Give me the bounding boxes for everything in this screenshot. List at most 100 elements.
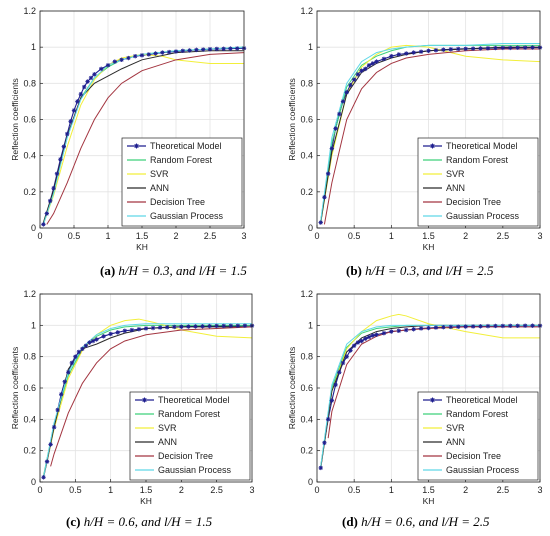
series-point-theoretical-model [396, 328, 401, 334]
series-point-theoretical-model [322, 440, 327, 446]
series-point-theoretical-model [235, 323, 241, 329]
caption-b: (b) h/H = 0.3, and l/H = 2.5 [346, 263, 494, 278]
legend: Theoretical Model Random Forest SVR ANN Deci… [417, 391, 539, 481]
series-point-theoretical-model [44, 459, 50, 464]
series-point-theoretical-model [80, 346, 85, 352]
series-point-theoretical-model [139, 53, 145, 58]
legend-label-theoretical-model: Theoretical Model [446, 141, 518, 151]
y-tick-label: 1.2 [300, 289, 313, 299]
x-tick-label: 0.5 [348, 231, 361, 241]
series-line-decision-tree [323, 48, 540, 225]
series-line-random-forest [43, 324, 252, 476]
series-point-theoretical-model [515, 323, 520, 329]
y-tick-label: 0.6 [23, 115, 36, 125]
series-point-theoretical-model [530, 323, 535, 328]
y-tick-label: 0.2 [23, 187, 36, 197]
legend-box [417, 391, 539, 481]
legend-label-decision-tree: Decision Tree [446, 197, 501, 207]
series-point-theoretical-model [214, 323, 219, 329]
series-point-theoretical-model [374, 332, 379, 337]
series-point-theoretical-model [344, 90, 349, 95]
y-tick-label: 0.6 [23, 383, 36, 393]
series-point-theoretical-model [426, 48, 431, 53]
y-tick-label: 1 [31, 42, 36, 52]
series-point-theoretical-model [344, 354, 349, 359]
series-point-theoretical-model [355, 340, 361, 345]
series-point-theoretical-model [41, 475, 46, 480]
legend-label-theoretical-model: Theoretical Model [150, 141, 222, 151]
series-point-theoretical-model [418, 326, 424, 331]
x-tick-label: 2 [463, 485, 468, 495]
series-point-theoretical-model [485, 46, 491, 51]
series-point-theoretical-model [201, 47, 206, 52]
legend-box [129, 391, 251, 481]
series-point-theoretical-model [351, 343, 357, 348]
series-point-theoretical-model [73, 354, 78, 359]
y-tick-label: 0.8 [23, 352, 36, 362]
series-line-gaussian-process [43, 323, 252, 478]
series-point-theoretical-model [160, 50, 165, 55]
series-point-theoretical-model [337, 370, 342, 375]
series-point-theoretical-model [165, 325, 170, 330]
series-line-random-forest [320, 44, 540, 221]
series-point-theoretical-model [44, 211, 49, 216]
y-axis-label: Reflection coefficients [287, 78, 297, 161]
series-point-theoretical-model [456, 324, 461, 329]
y-tick-label: 0.4 [300, 414, 313, 424]
x-tick-label: 1 [108, 485, 113, 495]
series-point-theoretical-model [500, 323, 506, 329]
series-point-theoretical-model [426, 325, 431, 331]
x-tick-label: 2 [179, 485, 184, 495]
series-point-theoretical-model [348, 82, 353, 88]
series-point-theoretical-model [61, 144, 66, 149]
caption-a: (a) h/H = 0.3, and l/H = 1.5 [100, 263, 247, 278]
series-point-theoretical-model [65, 131, 70, 137]
series-point-theoretical-model [115, 330, 120, 335]
legend-marker-star [134, 143, 139, 149]
y-tick-label: 0.2 [300, 187, 313, 197]
series-point-theoretical-model [325, 417, 331, 422]
x-tick-label: 2 [173, 231, 178, 241]
legend-label-decision-tree: Decision Tree [158, 451, 213, 461]
x-tick-label: 3 [537, 231, 542, 241]
series-point-theoretical-model [99, 66, 104, 72]
series-point-theoretical-model [58, 157, 63, 162]
legend-label-svr: SVR [446, 169, 465, 179]
series-point-theoretical-model [83, 343, 89, 348]
series-point-theoretical-model [51, 186, 56, 191]
series-point-theoretical-model [389, 329, 394, 334]
x-tick-label: 0.5 [68, 231, 81, 241]
series-point-theoretical-model [493, 323, 498, 329]
series-point-theoretical-model [87, 340, 92, 345]
legend-box [417, 137, 539, 227]
y-tick-label: 0.4 [23, 151, 36, 161]
y-tick-label: 1 [308, 320, 313, 330]
x-axis-label: KH [136, 242, 148, 252]
series-point-theoretical-model [108, 331, 113, 337]
legend-label-ann: ANN [158, 437, 177, 447]
x-tick-label: 2.5 [204, 231, 217, 241]
series-point-theoretical-model [470, 46, 476, 51]
series-point-theoretical-model [228, 323, 233, 329]
x-tick-label: 0 [37, 485, 42, 495]
y-tick-label: 0.2 [23, 446, 36, 456]
x-tick-label: 3 [537, 485, 542, 495]
series-point-theoretical-model [441, 325, 446, 330]
series-point-theoretical-model [221, 46, 226, 51]
series-point-theoretical-model [76, 349, 82, 355]
series-point-theoretical-model [200, 324, 205, 329]
legend-label-decision-tree: Decision Tree [446, 451, 501, 461]
series-point-theoretical-model [508, 45, 513, 51]
series-point-theoretical-model [433, 325, 439, 330]
series-point-theoretical-model [180, 48, 185, 53]
chart-panel-a: 0 0.5 1 1.5 2 2.5 3 0 0.2 0.4 0.6 0.8 1 1.2 KH Reflecti… [10, 6, 247, 252]
x-tick-label: 1.5 [136, 231, 149, 241]
series-point-theoretical-model [167, 49, 172, 55]
series-point-theoretical-model [366, 63, 372, 68]
y-tick-label: 1.2 [23, 6, 36, 16]
series-point-theoretical-model [68, 119, 73, 124]
x-tick-label: 2.5 [497, 485, 510, 495]
x-tick-label: 1 [105, 231, 110, 241]
x-tick-label: 2.5 [497, 231, 510, 241]
series-point-theoretical-model [530, 45, 535, 50]
